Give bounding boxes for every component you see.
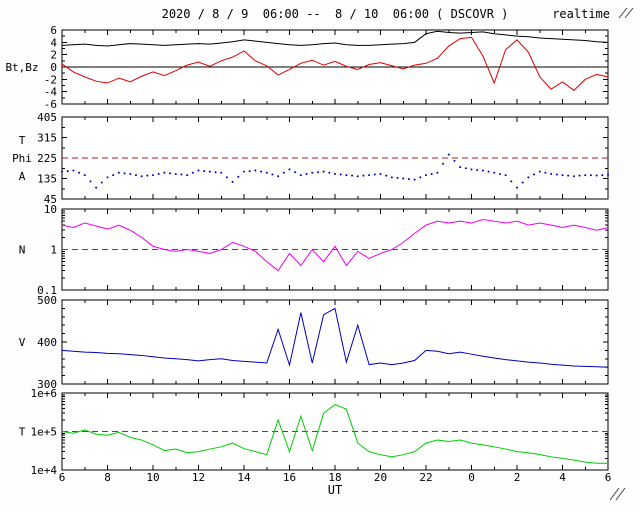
y-tick-label: 405	[37, 111, 57, 124]
x-tick-label: 20	[374, 471, 387, 484]
x-tick-label: 10	[146, 471, 159, 484]
panel-label: V	[19, 336, 26, 349]
y-tick-label: -4	[44, 86, 58, 99]
series-v	[61, 307, 609, 368]
y-tick-label: 400	[37, 336, 57, 349]
y-tick-label: 0.1	[37, 284, 57, 297]
series-phi	[61, 153, 609, 189]
panel-label: N	[19, 244, 26, 257]
plot-title: 2020 / 8 / 9 06:00 -- 8 / 10 06:00 ( DSC…	[161, 7, 509, 21]
y-tick-label: 2	[50, 49, 57, 62]
y-tick-label: 1e+4	[31, 464, 58, 477]
x-tick-label: 22	[419, 471, 432, 484]
panel-label: A	[19, 170, 26, 183]
y-tick-label: 4	[50, 36, 57, 49]
y-tick-label: 10	[44, 203, 57, 216]
y-tick-label: 135	[37, 173, 57, 186]
panel-label: Phi	[12, 152, 32, 165]
y-tick-label: -2	[44, 73, 57, 86]
x-tick-label: 6	[605, 471, 612, 484]
x-tick-label: 14	[237, 471, 251, 484]
corner-hatch-icon-bottom	[609, 487, 626, 501]
y-tick-label: 300	[37, 378, 57, 391]
panel-label: T	[19, 134, 26, 147]
panel-label: T	[19, 426, 26, 439]
x-tick-label: 16	[283, 471, 296, 484]
y-tick-label: -6	[44, 98, 57, 111]
y-tick-label: 225	[37, 152, 57, 165]
panel-frame	[61, 299, 609, 385]
y-tick-label: 500	[37, 294, 57, 307]
panel-phi: 405 315 225 135 45 T Phi A	[12, 111, 609, 206]
x-tick-label: 8	[104, 471, 111, 484]
panel-v: 500 400 300 V	[19, 294, 609, 391]
x-tick-label: 18	[328, 471, 341, 484]
realtime-label: realtime	[552, 7, 610, 21]
series-bt	[61, 30, 609, 47]
panel-n: 10 1 0.1 N	[19, 203, 609, 297]
y-tick-label: 1e+5	[31, 426, 58, 439]
y-tick-label: 6	[50, 24, 57, 37]
corner-hatch-icon-top	[618, 7, 634, 19]
y-tick-label: 315	[37, 132, 57, 145]
x-tick-label: 0	[468, 471, 475, 484]
x-axis-labels: 6 8 10 12 14 16 18 20 22 0 2 4 6	[59, 471, 612, 484]
x-tick-label: 6	[59, 471, 66, 484]
x-tick-label: 4	[559, 471, 566, 484]
y-tick-label: 0	[50, 61, 57, 74]
x-axis-title: UT	[327, 483, 343, 497]
y-tick-label: 1e+6	[31, 387, 58, 400]
panel-t: 1e+6 1e+5 1e+4 T	[19, 387, 609, 477]
y-tick-label: 1	[50, 244, 57, 257]
x-tick-label: 2	[514, 471, 521, 484]
series-n	[61, 219, 609, 272]
series-bz	[61, 36, 609, 92]
series-t	[61, 404, 608, 464]
x-tick-label: 12	[192, 471, 205, 484]
panel-label: Bt,Bz	[5, 61, 38, 74]
y-tick-label: 45	[44, 193, 57, 206]
